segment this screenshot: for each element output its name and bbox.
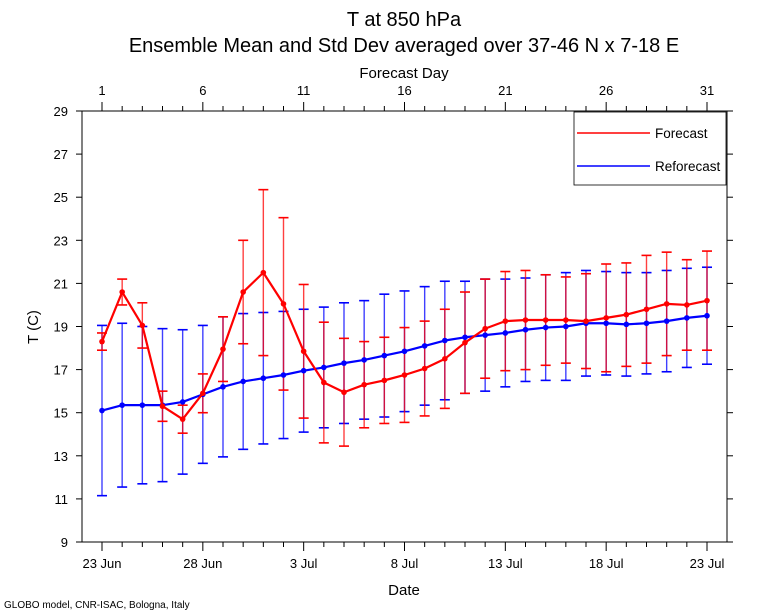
reforecast-point — [563, 323, 569, 330]
legend-label-forecast: Forecast — [655, 126, 708, 141]
reforecast-point — [260, 375, 267, 382]
forecast-point — [341, 389, 347, 396]
x-tick-label: 23 Jun — [82, 556, 121, 571]
forecast-point — [522, 317, 529, 323]
series-lines — [99, 269, 710, 422]
forecast-point — [401, 372, 408, 378]
x-tick-label: 28 Jun — [183, 556, 222, 571]
forecast-point — [442, 356, 448, 362]
legend: Forecast Reforecast — [573, 111, 727, 186]
x-axis-label: Date — [388, 582, 420, 599]
y-tick-label: 9 — [61, 535, 68, 550]
reforecast-point — [421, 343, 428, 349]
forecast-point — [603, 315, 609, 321]
reforecast-point — [542, 324, 549, 331]
forecast-point — [542, 317, 549, 323]
chart-subtitle: Ensemble Mean and Std Dev averaged over … — [129, 35, 679, 57]
top-tick-label: 21 — [498, 83, 512, 98]
forecast-point — [240, 289, 246, 295]
reforecast-point — [704, 312, 710, 319]
y-tick-label: 29 — [54, 104, 68, 119]
reforecast-point — [321, 364, 327, 371]
reforecast-point — [361, 357, 367, 363]
y-tick-label: 25 — [54, 190, 68, 205]
x-tick-label: 8 Jul — [391, 556, 419, 571]
top-tick-label: 31 — [700, 83, 714, 98]
forecast-point — [663, 301, 670, 307]
forecast-point — [321, 379, 327, 386]
reforecast-point — [341, 360, 347, 366]
x-tick-label: 18 Jul — [589, 556, 624, 571]
y-tick-label: 23 — [54, 233, 68, 248]
reforecast-point — [623, 321, 630, 328]
reforecast-point — [522, 326, 529, 333]
chart-title: T at 850 hPa — [347, 9, 462, 31]
reforecast-point — [482, 332, 488, 338]
top-tick-label: 26 — [599, 83, 613, 98]
legend-box — [573, 111, 727, 186]
top-tick-label: 16 — [397, 83, 411, 98]
forecast-point — [502, 318, 509, 324]
y-axis: 9 11 13 15 17 19 21 23 25 27 29 — [54, 104, 733, 550]
reforecast-point — [179, 399, 186, 405]
x-axis: 23 Jun 28 Jun 3 Jul 8 Jul 13 Jul 18 Jul 23 Jul… — [82, 83, 724, 571]
forecast-point — [684, 302, 690, 308]
reforecast-point — [643, 320, 650, 327]
top-tick-label: 6 — [199, 83, 206, 98]
reforecast-point — [139, 402, 146, 408]
forecast-point — [421, 365, 428, 372]
forecast-point — [482, 325, 488, 332]
legend-label-reforecast: Reforecast — [655, 159, 721, 174]
reforecast-point — [300, 367, 307, 374]
credit-text: GLOBO model, CNR-ISAC, Bologna, Italy — [4, 600, 190, 611]
top-axis-label: Forecast Day — [359, 65, 449, 82]
reforecast-point — [401, 348, 408, 355]
y-tick-label: 17 — [54, 363, 68, 378]
forecast-point — [361, 381, 367, 388]
forecast-point — [280, 301, 287, 307]
y-tick-label: 21 — [54, 276, 68, 291]
y-tick-label: 13 — [54, 449, 68, 464]
x-tick-label: 13 Jul — [488, 556, 523, 571]
y-tick-label: 27 — [54, 147, 68, 162]
forecast-point — [704, 297, 710, 304]
x-tick-label: 23 Jul — [690, 556, 725, 571]
x-tick-label: 3 Jul — [290, 556, 318, 571]
reforecast-point — [99, 407, 105, 414]
forecast-point — [119, 289, 125, 295]
forecast-point — [139, 322, 146, 329]
forecast-point — [99, 338, 105, 345]
forecast-point — [563, 317, 569, 323]
forecast-point — [462, 339, 468, 346]
reforecast-point — [220, 384, 226, 390]
forecast-point — [623, 311, 630, 318]
forecast-point — [300, 348, 307, 355]
top-tick-label: 1 — [98, 83, 105, 98]
reforecast-point — [280, 372, 287, 378]
reforecast-point — [381, 352, 388, 359]
forecast-point — [220, 346, 226, 352]
reforecast-point — [240, 378, 246, 385]
forecast-point — [200, 390, 206, 397]
reforecast-point — [603, 320, 609, 327]
reforecast-point — [119, 402, 125, 408]
error-bars — [97, 188, 712, 497]
forecast-point — [583, 318, 589, 324]
forecast-point — [179, 416, 186, 422]
y-axis-label: T (C) — [25, 310, 42, 344]
reforecast-point — [684, 315, 690, 321]
reforecast-point — [502, 330, 509, 336]
forecast-point — [159, 403, 166, 410]
y-tick-label: 11 — [55, 492, 69, 507]
y-tick-label: 15 — [54, 406, 68, 421]
y-tick-label: 19 — [54, 320, 68, 335]
top-tick-label: 11 — [297, 83, 311, 98]
reforecast-point — [442, 337, 448, 344]
forecast-point — [381, 377, 388, 384]
forecast-point — [643, 306, 650, 313]
reforecast-point — [663, 318, 670, 324]
reforecast-point — [462, 334, 468, 341]
forecast-point — [260, 269, 267, 276]
